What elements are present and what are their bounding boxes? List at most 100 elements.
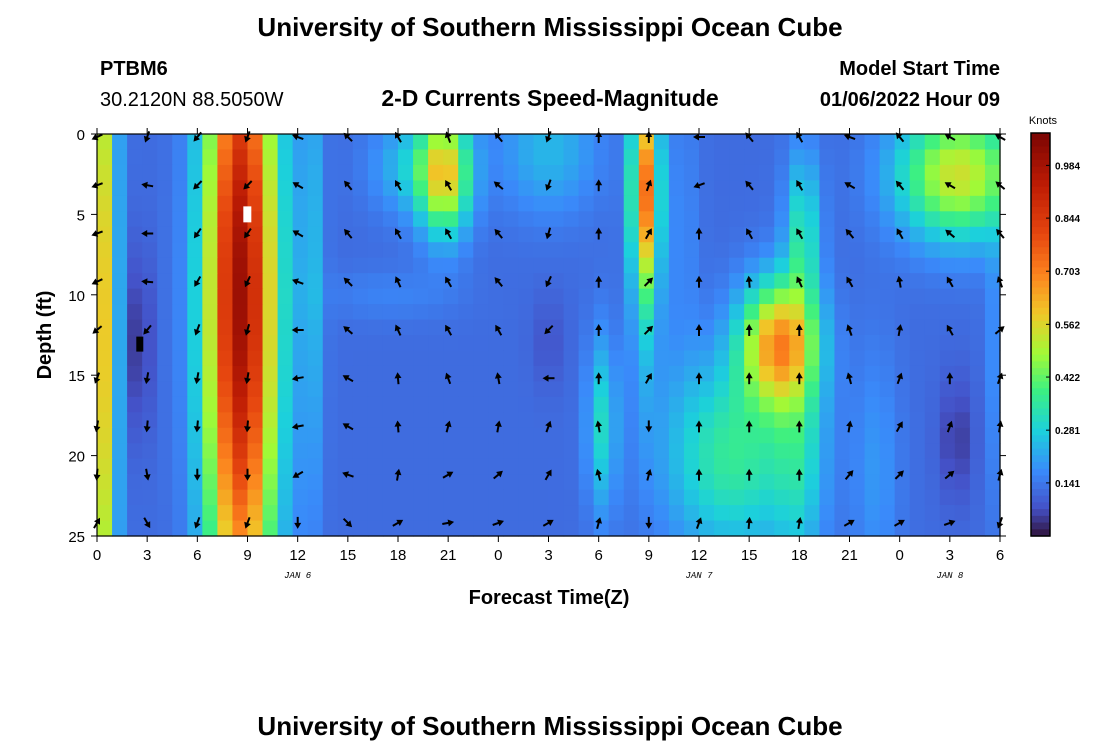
heatmap-cell bbox=[503, 396, 519, 413]
heatmap-cell bbox=[638, 365, 655, 382]
heatmap-cell bbox=[127, 149, 143, 166]
heatmap-cell bbox=[488, 304, 504, 321]
heatmap-cell bbox=[894, 381, 911, 398]
heatmap-cell bbox=[398, 273, 414, 290]
heatmap-cell bbox=[443, 304, 459, 321]
heatmap-cell bbox=[337, 335, 354, 352]
heatmap-cell bbox=[443, 489, 459, 506]
heatmap-cell bbox=[563, 443, 580, 460]
heatmap-cell bbox=[352, 288, 369, 305]
heatmap-cell bbox=[744, 149, 760, 166]
heatmap-cell bbox=[683, 211, 700, 228]
heatmap-cell bbox=[744, 319, 760, 336]
heatmap-cell bbox=[413, 226, 429, 243]
current-arrow bbox=[644, 373, 652, 384]
heatmap-cell bbox=[367, 134, 384, 151]
heatmap-cell bbox=[668, 319, 685, 336]
heatmap-cell bbox=[608, 288, 625, 305]
heatmap-cell bbox=[864, 365, 881, 382]
heatmap-cell bbox=[729, 474, 745, 491]
heatmap-cell bbox=[954, 226, 971, 243]
heatmap-cell bbox=[488, 381, 504, 398]
date-label: JAN 6 bbox=[284, 571, 312, 581]
heatmap-cell bbox=[473, 335, 489, 352]
heatmap-cell bbox=[428, 474, 444, 491]
heatmap-cell bbox=[382, 273, 399, 290]
heatmap-cell bbox=[473, 443, 489, 460]
current-arrow bbox=[846, 276, 854, 288]
heatmap-cell bbox=[744, 474, 760, 491]
current-arrow bbox=[545, 275, 552, 288]
heatmap-cell bbox=[307, 458, 324, 475]
y-axis-label: Depth (ft) bbox=[34, 291, 56, 380]
heatmap-cell bbox=[458, 257, 474, 274]
heatmap-cell bbox=[608, 489, 625, 506]
heatmap-cell bbox=[623, 304, 640, 321]
heatmap-cell bbox=[623, 149, 640, 166]
plot-title: 2-D Currents Speed-Magnitude bbox=[381, 85, 718, 111]
heatmap-cell bbox=[428, 335, 444, 352]
heatmap-cell bbox=[593, 226, 610, 243]
heatmap-cell bbox=[984, 273, 1001, 290]
current-arrow bbox=[494, 228, 503, 239]
heatmap-cell bbox=[849, 149, 866, 166]
heatmap-cell bbox=[473, 257, 489, 274]
current-arrow bbox=[896, 372, 903, 385]
heatmap-cell bbox=[277, 520, 294, 537]
heatmap-cell bbox=[683, 396, 700, 413]
heatmap-cell bbox=[277, 365, 294, 382]
heatmap-cell bbox=[789, 396, 805, 413]
heatmap-cell bbox=[307, 211, 324, 228]
heatmap-cell bbox=[413, 180, 429, 197]
heatmap-cell bbox=[247, 474, 264, 491]
heatmap-cell bbox=[202, 427, 218, 444]
heatmap-cell bbox=[804, 149, 820, 166]
heatmap-cell bbox=[623, 427, 640, 444]
heatmap-cell bbox=[954, 396, 971, 413]
heatmap-cell bbox=[683, 257, 700, 274]
heatmap-cell bbox=[939, 350, 956, 367]
colorbar-segment bbox=[1031, 381, 1050, 389]
heatmap-cell bbox=[112, 489, 128, 506]
heatmap-cell bbox=[473, 412, 489, 429]
heatmap-cell bbox=[939, 180, 956, 197]
current-arrow bbox=[244, 468, 251, 481]
heatmap-cell bbox=[578, 489, 595, 506]
heatmap-cell bbox=[954, 257, 971, 274]
current-arrows bbox=[91, 131, 1006, 529]
heatmap-cell bbox=[262, 381, 279, 398]
heatmap-cell bbox=[367, 226, 384, 243]
heatmap-cell bbox=[127, 443, 143, 460]
plot-axes: 0 3 6 9 12 15 18 21 0 3 6 9 12 15 18 21 0 3 60510152025JAN… bbox=[68, 127, 1006, 581]
heatmap-cell bbox=[473, 458, 489, 475]
heatmap-cell bbox=[127, 288, 143, 305]
heatmap-cell bbox=[232, 365, 249, 382]
current-arrow bbox=[193, 180, 203, 190]
heatmap-cell bbox=[668, 381, 685, 398]
page-title: University of Southern Mississippi Ocean… bbox=[257, 12, 842, 42]
heatmap-cell bbox=[443, 149, 459, 166]
heatmap-cell bbox=[413, 474, 429, 491]
colorbar-segment bbox=[1031, 408, 1050, 416]
heatmap-cell bbox=[307, 257, 324, 274]
heatmap-cell bbox=[879, 365, 896, 382]
heatmap-cell bbox=[714, 458, 730, 475]
heatmap-cell bbox=[458, 427, 474, 444]
heatmap-cell bbox=[458, 319, 474, 336]
heatmap-cell bbox=[337, 505, 354, 522]
heatmap-cell bbox=[187, 365, 203, 382]
heatmap-cell bbox=[819, 520, 836, 537]
heatmap-cell bbox=[458, 474, 474, 491]
heatmap-cell bbox=[819, 211, 836, 228]
current-arrow bbox=[846, 324, 853, 336]
heatmap-cell bbox=[819, 304, 836, 321]
heatmap-cell bbox=[157, 458, 173, 475]
heatmap-cell bbox=[443, 458, 459, 475]
heatmap-cell bbox=[909, 505, 926, 522]
heatmap-cell bbox=[322, 335, 339, 352]
current-arrow bbox=[394, 468, 402, 481]
heatmap-cell bbox=[157, 242, 173, 259]
heatmap-cell bbox=[503, 134, 519, 151]
heatmap-cell bbox=[413, 350, 429, 367]
heatmap-cell bbox=[969, 458, 986, 475]
